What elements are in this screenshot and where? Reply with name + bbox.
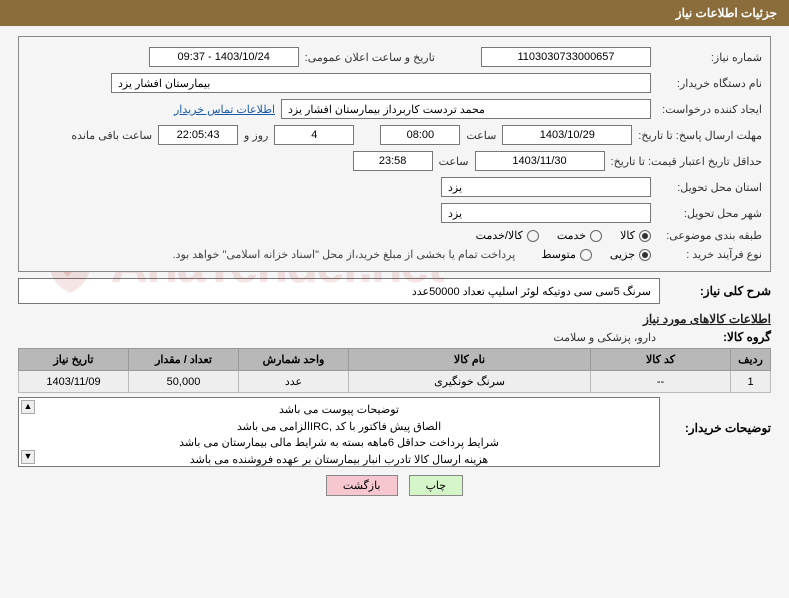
radio-service-label: خدمت [557, 229, 586, 242]
print-button[interactable]: چاپ [409, 475, 464, 496]
deadline-label: مهلت ارسال پاسخ: تا تاریخ: [638, 129, 762, 142]
process-note: پرداخت تمام یا بخشی از مبلغ خرید،از محل … [173, 248, 516, 261]
td-unit: عدد [239, 371, 349, 393]
deadline-date-field: 1403/10/29 [502, 125, 632, 145]
radio-goods[interactable] [639, 230, 651, 242]
category-radio-group: کالا خدمت کالا/خدمت [476, 229, 651, 242]
group-value: دارو، پزشکی و سلامت [553, 331, 660, 344]
table-row: 1 -- سرنگ خونگیری عدد 50,000 1403/11/09 [19, 371, 771, 393]
note-line: هزینه ارسال کالا تادرب انبار بیمارستان ب… [27, 452, 651, 469]
th-name: نام کالا [349, 349, 591, 371]
page-header: جزئیات اطلاعات نیاز [0, 0, 789, 26]
validity-time-field: 23:58 [353, 151, 433, 171]
radio-medium-label: متوسط [541, 248, 576, 261]
main-panel: شماره نیاز: 1103030733000657 تاریخ و ساع… [18, 36, 771, 272]
back-button[interactable]: بازگشت [326, 475, 398, 496]
category-label: طبقه بندی موضوعی: [657, 229, 762, 242]
radio-medium[interactable] [580, 249, 592, 261]
scroll-down-icon[interactable]: ▼ [21, 450, 35, 464]
button-row: چاپ بازگشت [0, 475, 789, 496]
th-unit: واحد شمارش [239, 349, 349, 371]
buyer-contact-link[interactable]: اطلاعات تماس خریدار [174, 103, 275, 116]
note-line: شرایط پرداخت حداقل 6ماهه بسته به شرایط م… [27, 435, 651, 452]
counter-days-field: 4 [274, 125, 354, 145]
page-title: جزئیات اطلاعات نیاز [676, 6, 777, 20]
scroll-up-icon[interactable]: ▲ [21, 400, 35, 414]
need-no-label: شماره نیاز: [657, 51, 762, 64]
time-label-1: ساعت [466, 129, 496, 142]
province-field: یزد [441, 177, 651, 197]
requester-field: محمد تردست کاربرداز بیمارستان افشار یزد [281, 99, 651, 119]
counter-time-field: 22:05:43 [158, 125, 238, 145]
td-date: 1403/11/09 [19, 371, 129, 393]
td-row: 1 [731, 371, 771, 393]
buyer-notes-label: توضیحات خریدار: [666, 397, 771, 467]
td-name: سرنگ خونگیری [349, 371, 591, 393]
need-desc-label: شرح کلی نیاز: [666, 284, 771, 298]
city-field: یزد [441, 203, 651, 223]
goods-table: ردیف کد کالا نام کالا واحد شمارش تعداد /… [18, 348, 771, 393]
process-label: نوع فرآیند خرید : [657, 248, 762, 261]
th-qty: تعداد / مقدار [129, 349, 239, 371]
validity-label: حداقل تاریخ اعتبار قیمت: تا تاریخ: [611, 155, 762, 168]
city-label: شهر محل تحویل: [657, 207, 762, 220]
buyer-notes-box: توضیحات پیوست می باشد الصاق پیش فاکتور ب… [18, 397, 660, 467]
process-radio-group: جزیی متوسط [541, 248, 651, 261]
radio-small[interactable] [639, 249, 651, 261]
th-code: کد کالا [591, 349, 731, 371]
note-line: الصاق پیش فاکتور با کد ,IRCالزامی می باش… [27, 419, 651, 436]
td-code: -- [591, 371, 731, 393]
td-qty: 50,000 [129, 371, 239, 393]
radio-goods-label: کالا [620, 229, 635, 242]
requester-label: ایجاد کننده درخواست: [657, 103, 762, 116]
goods-section-title: اطلاعات کالاهای مورد نیاز [18, 312, 771, 326]
province-label: استان محل تحویل: [657, 181, 762, 194]
table-header-row: ردیف کد کالا نام کالا واحد شمارش تعداد /… [19, 349, 771, 371]
time-label-2: ساعت [439, 155, 469, 168]
day-and-label: روز و [244, 129, 268, 142]
radio-small-label: جزیی [610, 248, 635, 261]
group-label: گروه کالا: [666, 330, 771, 344]
radio-both-label: کالا/خدمت [476, 229, 523, 242]
buyer-org-field: بیمارستان افشار یزد [111, 73, 651, 93]
need-no-field: 1103030733000657 [481, 47, 651, 67]
announce-label: تاریخ و ساعت اعلان عمومی: [305, 51, 435, 64]
th-row: ردیف [731, 349, 771, 371]
th-date: تاریخ نیاز [19, 349, 129, 371]
deadline-time-field: 08:00 [380, 125, 460, 145]
need-desc-box: سرنگ 5سی سی دوتیکه لوئر اسلیپ تعداد 5000… [18, 278, 660, 304]
buyer-org-label: نام دستگاه خریدار: [657, 77, 762, 90]
radio-service[interactable] [590, 230, 602, 242]
note-line: توضیحات پیوست می باشد [27, 402, 651, 419]
radio-both[interactable] [527, 230, 539, 242]
remaining-label: ساعت باقی مانده [71, 129, 152, 142]
validity-date-field: 1403/11/30 [475, 151, 605, 171]
announce-field: 1403/10/24 - 09:37 [149, 47, 299, 67]
